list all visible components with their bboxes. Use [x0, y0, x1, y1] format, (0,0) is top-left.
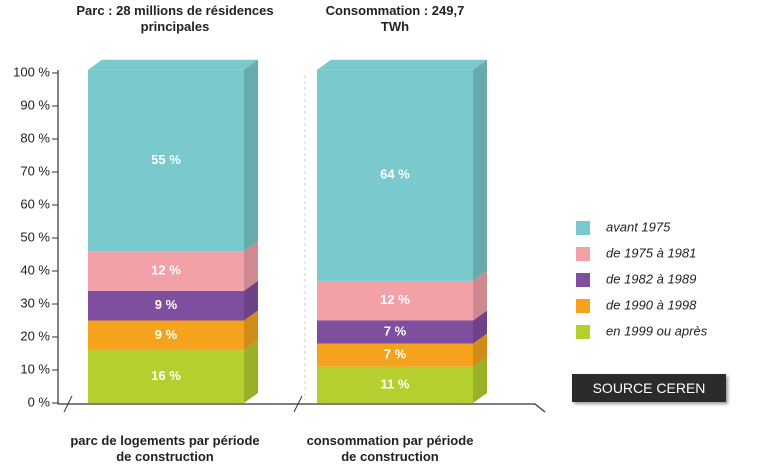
y-tick-label: 10 % [20, 361, 50, 376]
data-label: 64 % [380, 167, 410, 182]
y-tick-label: 20 % [20, 328, 50, 343]
data-label: 7 % [384, 347, 407, 362]
bar-segment [317, 320, 473, 344]
data-label: 12 % [380, 292, 410, 307]
legend-label: de 1975 à 1981 [606, 245, 696, 260]
bar-side [244, 310, 258, 351]
bar-side [244, 340, 258, 403]
bar-top [317, 59, 487, 70]
axis-break [63, 395, 73, 413]
y-tick-label: 90 % [20, 97, 50, 112]
data-label: 16 % [151, 368, 181, 383]
bar-side [473, 310, 487, 344]
bar-top [88, 59, 258, 70]
x-tick-label: consommation par période de construction [306, 433, 474, 464]
y-tick-label: 30 % [20, 295, 50, 310]
bar-segment [317, 280, 473, 321]
y-tick-label: 70 % [20, 163, 50, 178]
axis-break [293, 395, 303, 413]
bar-segment [88, 69, 244, 252]
bar-segment [88, 290, 244, 321]
data-label: 9 % [155, 297, 178, 312]
data-label: 11 % [381, 376, 410, 391]
bar-side [473, 356, 487, 403]
y-tick-label: 40 % [20, 262, 50, 277]
bar-side [473, 59, 487, 281]
y-tick-label: 60 % [20, 196, 50, 211]
bar-segment [88, 350, 244, 403]
source-badge: SOURCE CEREN [572, 374, 726, 402]
bar-segment [88, 320, 244, 351]
bar-title: Parc : 28 millions de résidences princip… [76, 3, 274, 34]
bar-segment [317, 69, 473, 281]
legend-label: avant 1975 [606, 219, 671, 234]
bar-side [473, 333, 487, 367]
y-tick-label: 80 % [20, 130, 50, 145]
bar-segment [317, 343, 473, 367]
legend-label: de 1982 à 1989 [606, 271, 696, 286]
data-label: 55 % [151, 152, 181, 167]
bar-side [473, 270, 487, 321]
legend-label: en 1999 ou après [606, 323, 708, 338]
bar-title: Consommation : 249,7 TWh [325, 3, 465, 34]
legend-swatch [576, 299, 590, 313]
y-tick-label: 50 % [20, 229, 50, 244]
data-label: 12 % [151, 262, 181, 277]
x-tick-label: parc de logements par période de constru… [70, 433, 260, 464]
legend-swatch [576, 247, 590, 261]
bar-side [244, 241, 258, 291]
bar-side [244, 59, 258, 252]
legend-swatch [576, 273, 590, 287]
data-label: 7 % [384, 323, 407, 338]
legend-swatch [576, 221, 590, 235]
data-label: 9 % [155, 327, 178, 342]
legend-swatch [576, 325, 590, 339]
x-axis [58, 403, 546, 413]
bar-segment [88, 251, 244, 291]
legend-label: de 1990 à 1998 [606, 297, 697, 312]
bar-segment [317, 366, 473, 403]
y-tick-label: 100 % [13, 64, 50, 79]
y-tick-label: 0 % [28, 394, 51, 409]
bar-side [244, 280, 258, 321]
